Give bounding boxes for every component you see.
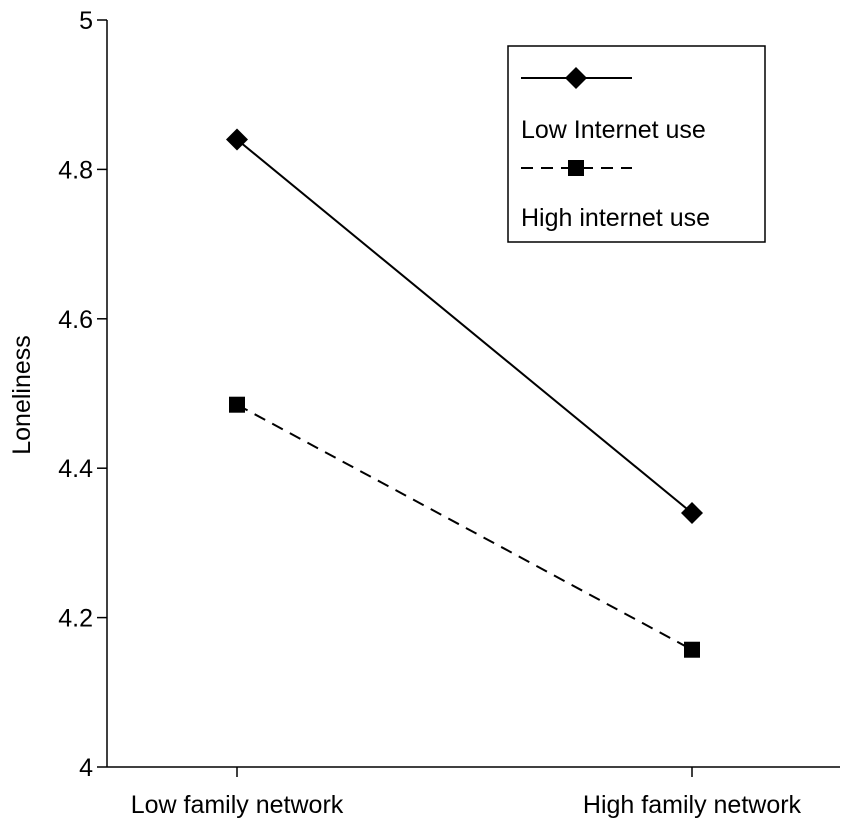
y-axis-title: Loneliness (8, 335, 36, 455)
x-ticks: Low family network High family network (131, 767, 802, 819)
series-1 (226, 128, 703, 525)
series-line (236, 138, 693, 514)
series-layer (226, 128, 703, 658)
x-tick-label: Low family network (131, 791, 344, 819)
series-line (236, 403, 693, 651)
legend-marker (568, 160, 584, 176)
y-tick-label: 4.8 (58, 156, 93, 184)
legend: Low Internet use High internet use (507, 45, 766, 243)
y-tick-label: 4.4 (58, 455, 93, 483)
legend-item: Low Internet use (521, 67, 706, 144)
y-tick-label: 4 (79, 754, 93, 782)
y-tick-label: 4.6 (58, 306, 93, 334)
y-ticks: 4 4.2 4.4 4.6 4.8 5 (58, 7, 107, 782)
legend-label: Low Internet use (521, 116, 706, 144)
legend-marker (565, 67, 587, 89)
y-tick-label: 5 (79, 7, 93, 35)
axes: Loneliness (8, 20, 840, 768)
square-marker (684, 641, 700, 658)
legend-items: Low Internet use High internet use (521, 67, 710, 232)
diamond-marker (681, 502, 703, 525)
legend-item: High internet use (521, 160, 710, 232)
series-2 (229, 396, 700, 658)
legend-label: High internet use (521, 204, 710, 232)
diamond-marker (226, 128, 248, 151)
x-tick-label: High family network (583, 791, 802, 819)
square-marker (229, 396, 245, 413)
y-tick-label: 4.2 (58, 605, 93, 633)
